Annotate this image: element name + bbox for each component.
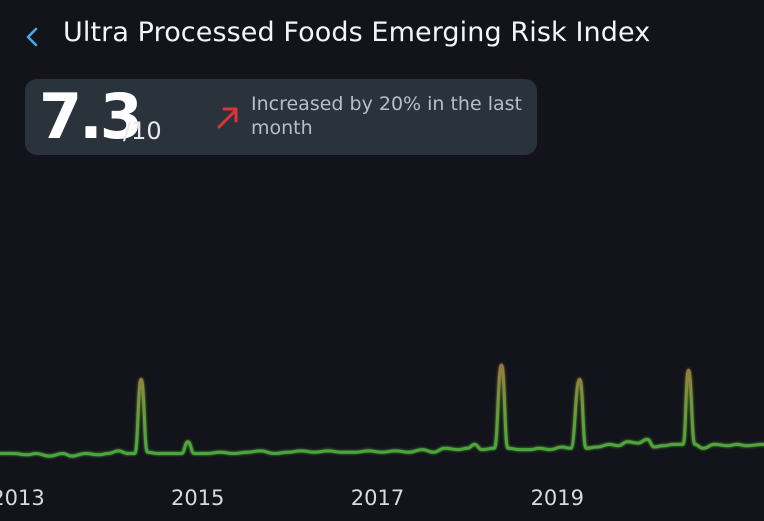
- risk-line-chart: 2013 2015 2017 2019: [0, 363, 764, 510]
- arrow-up-right-icon: [217, 107, 238, 129]
- back-button[interactable]: [18, 22, 46, 52]
- score-max: /10: [123, 117, 162, 145]
- series-line-0: [0, 363, 764, 458]
- x-tick-label: 2013: [0, 486, 45, 510]
- header-bar: Ultra Processed Foods Emerging Risk Inde…: [0, 0, 764, 72]
- score-card: 7.3 /10 Increased by 20% in the last mon…: [25, 79, 537, 155]
- score-value: 7.3: [39, 80, 143, 153]
- x-tick-label: 2019: [531, 486, 584, 510]
- trend-text: Increased by 20% in the last month: [251, 93, 522, 139]
- x-tick-label: 2015: [171, 486, 224, 510]
- chevron-left-icon: [26, 27, 38, 47]
- page-title: Ultra Processed Foods Emerging Risk Inde…: [63, 17, 651, 48]
- x-tick-label: 2017: [351, 486, 404, 510]
- risk-chart: 2013 2015 2017 2019: [0, 300, 764, 521]
